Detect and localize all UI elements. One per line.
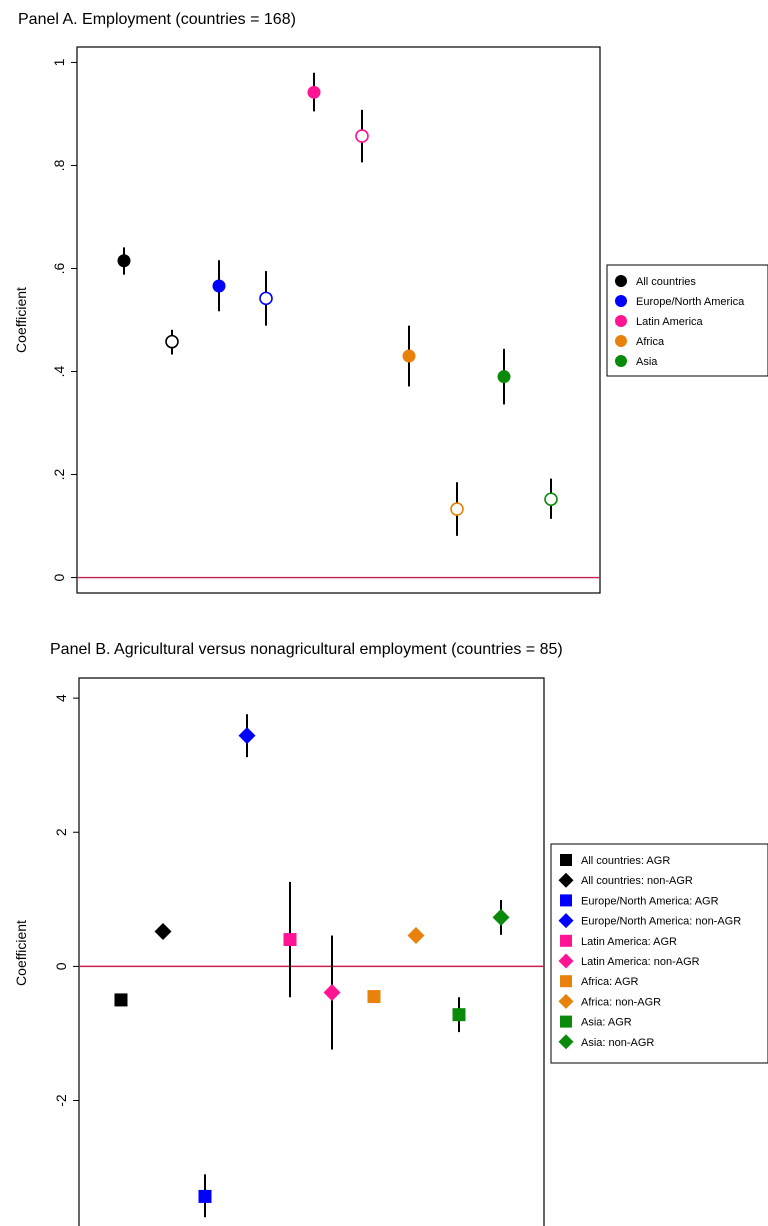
data-point — [259, 291, 273, 306]
legend-label: Asia: AGR — [581, 1017, 632, 1029]
data-point — [283, 933, 297, 947]
legend-marker — [560, 975, 572, 988]
panel-b-ylabel: Coefficient — [13, 920, 29, 986]
data-point — [407, 927, 425, 945]
legend-label: All countries: AGR — [581, 855, 670, 867]
legend-label: Africa — [636, 336, 665, 348]
panel-a: Panel A. Employment (countries = 168) Co… — [13, 11, 768, 594]
y-tick-label: -2 — [53, 1094, 69, 1107]
y-tick-label: .8 — [51, 159, 67, 171]
data-point — [544, 492, 558, 507]
legend-label: Latin America: AGR — [581, 936, 677, 948]
panel-b-legend: All countries: AGR All countries: non-AGR… — [550, 843, 768, 1064]
data-point — [212, 279, 226, 293]
panel-b-legend-frame — [550, 843, 768, 1064]
y-tick-label: .2 — [51, 468, 67, 480]
legend-marker — [558, 872, 574, 888]
panel-a-legend: All countries Europe/North America Latin A… — [606, 264, 768, 377]
data-point — [492, 908, 510, 926]
data-point — [198, 1189, 212, 1203]
legend-label: All countries: non-AGR — [581, 875, 693, 887]
y-tick-label: 1 — [51, 58, 67, 66]
legend-marker — [615, 275, 627, 287]
legend-label: Latin America — [636, 316, 704, 328]
data-point — [323, 984, 341, 1002]
data-point — [367, 990, 381, 1004]
legend-label: Asia: non-AGR — [581, 1037, 654, 1049]
data-point — [307, 85, 321, 99]
legend-marker — [558, 913, 574, 929]
legend-label: Asia — [636, 356, 658, 368]
panel-a-y-axis: 0 .2 .4 .6 .8 1 — [51, 58, 77, 581]
legend-marker — [560, 1015, 572, 1028]
data-point — [450, 502, 464, 516]
legend-marker — [558, 993, 574, 1009]
y-tick-label: .4 — [51, 365, 67, 377]
data-point — [452, 1008, 466, 1022]
legend-marker — [560, 934, 572, 947]
data-point — [497, 370, 511, 384]
legend-label: Africa: AGR — [581, 976, 639, 988]
panel-b: Panel B. Agricultural versus nonagricult… — [13, 641, 768, 1226]
y-tick-label: 4 — [53, 694, 69, 702]
legend-label: Europe/North America: AGR — [581, 895, 719, 907]
data-point — [402, 349, 416, 363]
panel-a-points — [117, 72, 558, 536]
y-tick-label: 0 — [53, 962, 69, 970]
y-tick-label: 0 — [51, 573, 67, 581]
y-tick-label: .6 — [51, 262, 67, 274]
data-point — [154, 923, 172, 941]
panel-a-title: Panel A. Employment (countries = 168) — [18, 11, 296, 28]
legend-marker — [558, 953, 574, 969]
legend-marker — [560, 894, 572, 907]
legend-label: Europe/North America — [636, 296, 745, 308]
data-point — [114, 993, 128, 1007]
legend-label: Latin America: non-AGR — [581, 956, 700, 968]
panel-b-points — [114, 714, 510, 1218]
legend-marker — [615, 355, 627, 367]
panel-a-plot-frame — [76, 46, 601, 594]
panel-a-legend-frame — [606, 264, 768, 377]
data-point — [117, 254, 131, 268]
legend-label: All countries — [636, 276, 696, 288]
legend-label: Africa: non-AGR — [581, 996, 661, 1008]
legend-marker — [560, 854, 572, 866]
legend-marker — [615, 335, 627, 347]
panel-b-title: Panel B. Agricultural versus nonagricult… — [50, 641, 563, 658]
legend-marker — [558, 1034, 574, 1050]
panel-b-plot-frame — [78, 677, 545, 1226]
data-point — [355, 129, 369, 143]
panel-a-ylabel: Coefficient — [13, 287, 29, 353]
legend-marker — [615, 315, 627, 327]
data-point — [238, 727, 256, 745]
legend-marker — [615, 295, 627, 307]
legend-label: Europe/North America: non-AGR — [581, 916, 741, 928]
data-point — [165, 334, 179, 349]
y-tick-label: 2 — [53, 828, 69, 836]
